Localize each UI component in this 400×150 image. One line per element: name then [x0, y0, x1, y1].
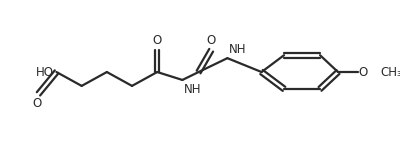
Text: O: O — [359, 66, 368, 79]
Text: NH: NH — [229, 43, 247, 56]
Text: O: O — [32, 97, 41, 110]
Text: NH: NH — [184, 83, 202, 96]
Text: HO: HO — [36, 66, 54, 79]
Text: O: O — [152, 34, 162, 47]
Text: CH₃: CH₃ — [380, 66, 400, 79]
Text: O: O — [206, 34, 216, 47]
